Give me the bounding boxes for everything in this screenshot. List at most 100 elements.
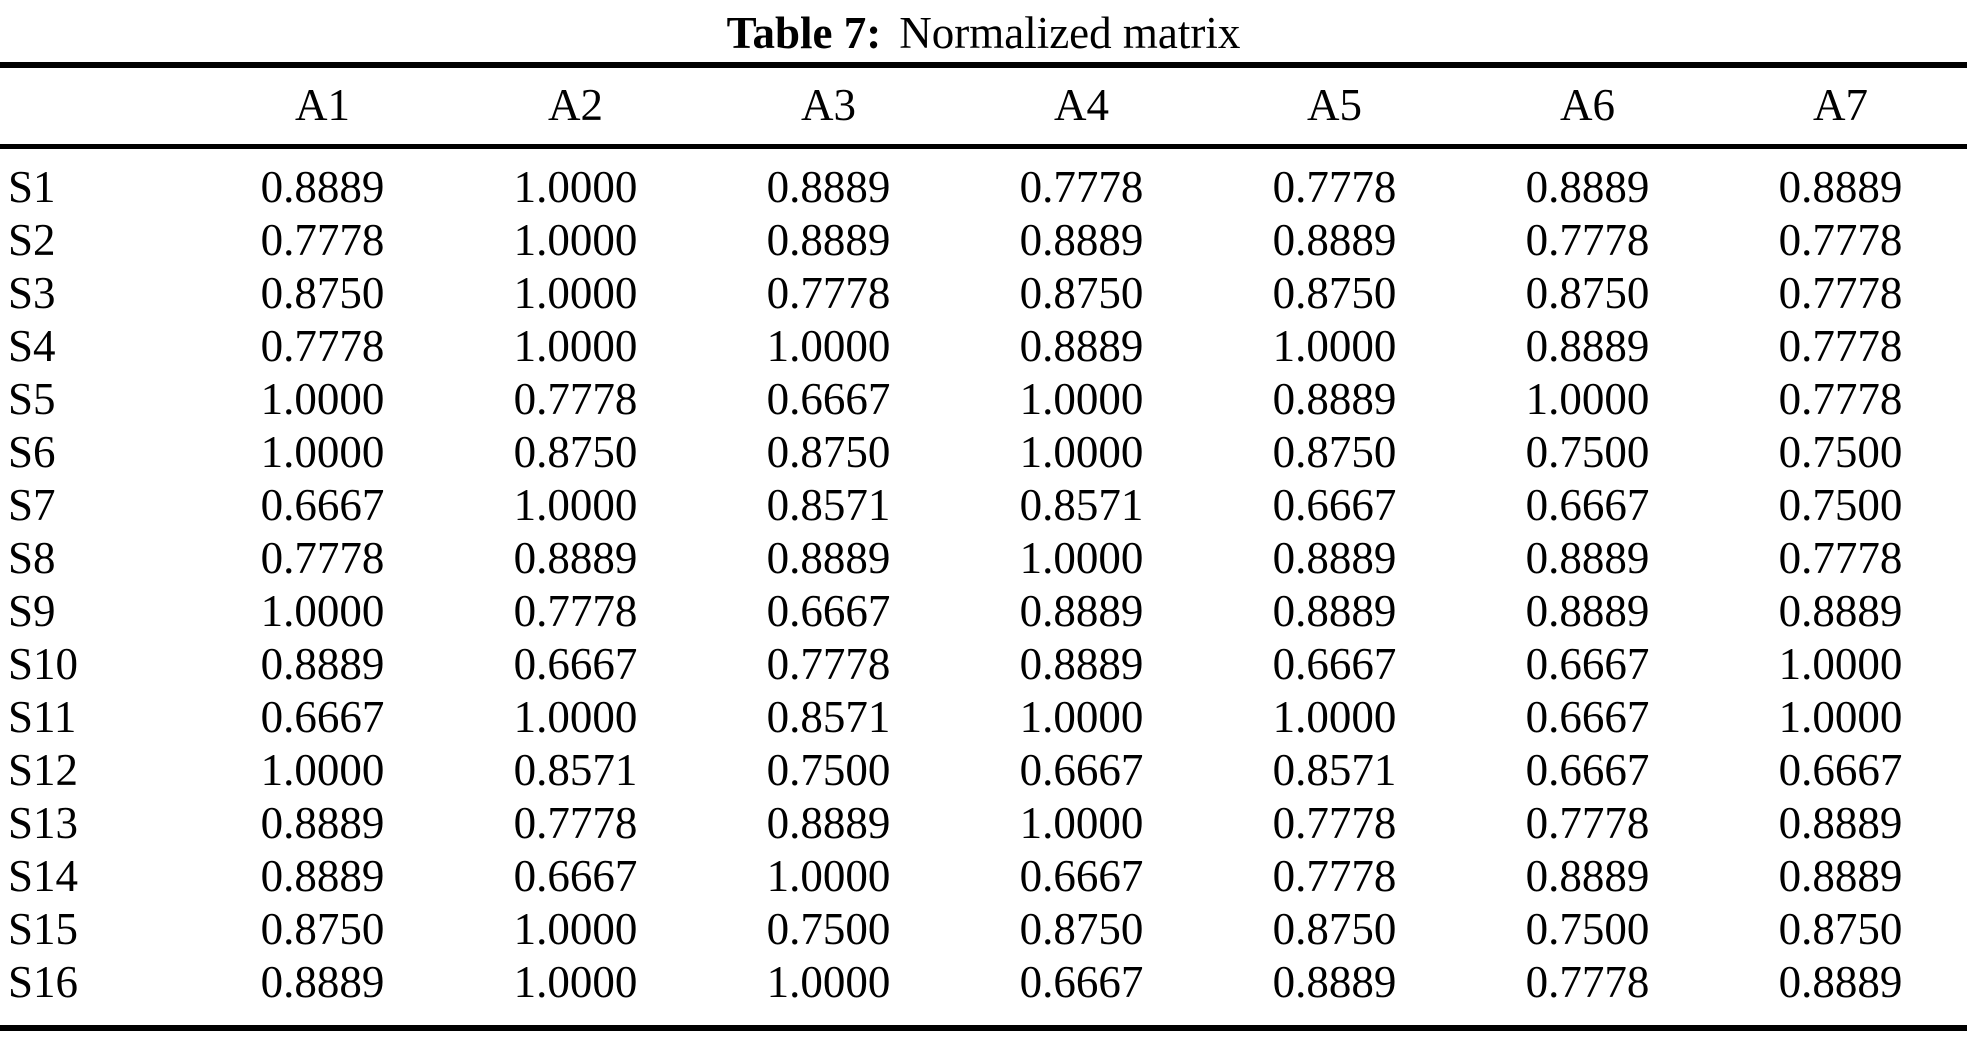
matrix-cell: 0.6667	[1778, 745, 1903, 795]
column-header-a6: A6	[1461, 62, 1714, 149]
matrix-cell: 0.8889	[766, 798, 891, 848]
matrix-cell: 0.8889	[1272, 533, 1397, 583]
matrix-cell: 0.8750	[1525, 268, 1650, 318]
column-header-a2: A2	[449, 62, 702, 149]
row-label: S9	[8, 586, 56, 636]
matrix-cell: 0.6667	[1525, 639, 1650, 689]
matrix-cell: 0.6667	[1272, 639, 1397, 689]
matrix-cell: 0.8889	[260, 851, 385, 901]
table-row: S6 1.0000 0.8750 0.8750 1.0000 0.8750 0.7500 0.…	[0, 426, 1967, 479]
row-label: S7	[8, 480, 56, 530]
matrix-cell: 1.0000	[513, 957, 638, 1007]
matrix-cell: 0.8889	[260, 957, 385, 1007]
matrix-cell: 1.0000	[1778, 692, 1903, 742]
row-label: S11	[8, 692, 77, 742]
matrix-cell: 1.0000	[513, 268, 638, 318]
matrix-cell: 0.8750	[1019, 268, 1144, 318]
table-caption-label: Table 7:	[726, 8, 882, 58]
column-header-a3: A3	[702, 62, 955, 149]
matrix-cell: 0.8889	[1019, 321, 1144, 371]
table-row: S4 0.7778 1.0000 1.0000 0.8889 1.0000 0.8889 0.…	[0, 320, 1967, 373]
matrix-cell: 1.0000	[766, 321, 891, 371]
matrix-cell: 1.0000	[1272, 692, 1397, 742]
matrix-cell: 0.8750	[1778, 904, 1903, 954]
table-row: S11 0.6667 1.0000 0.8571 1.0000 1.0000 0.6667 1…	[0, 691, 1967, 744]
table-header: A1 A2 A3 A4 A5 A6 A7	[0, 62, 1967, 149]
matrix-cell: 0.7778	[1778, 374, 1903, 424]
matrix-cell: 0.8889	[1778, 957, 1903, 1007]
matrix-cell: 0.8889	[1525, 162, 1650, 212]
matrix-cell: 1.0000	[1525, 374, 1650, 424]
matrix-cell: 0.8889	[1778, 162, 1903, 212]
matrix-cell: 0.8889	[1525, 321, 1650, 371]
matrix-cell: 0.7778	[1272, 851, 1397, 901]
matrix-cell: 1.0000	[513, 321, 638, 371]
row-label: S15	[8, 904, 79, 954]
matrix-cell: 0.8889	[1525, 851, 1650, 901]
matrix-cell: 1.0000	[260, 374, 385, 424]
matrix-cell: 0.7778	[1778, 268, 1903, 318]
row-label: S14	[8, 851, 79, 901]
matrix-cell: 0.8750	[1272, 904, 1397, 954]
table-caption-title: Normalized matrix	[899, 8, 1241, 58]
matrix-cell: 0.8889	[1019, 639, 1144, 689]
matrix-cell: 0.6667	[1019, 745, 1144, 795]
matrix-cell: 0.8889	[766, 215, 891, 265]
matrix-cell: 1.0000	[260, 745, 385, 795]
matrix-cell: 1.0000	[1272, 321, 1397, 371]
matrix-cell: 0.8571	[766, 480, 891, 530]
matrix-cell: 0.7778	[1019, 162, 1144, 212]
matrix-cell: 1.0000	[1019, 692, 1144, 742]
matrix-cell: 0.8889	[1272, 215, 1397, 265]
matrix-cell: 0.6667	[513, 851, 638, 901]
matrix-cell: 1.0000	[513, 692, 638, 742]
row-label: S1	[8, 162, 56, 212]
normalized-matrix-table: A1 A2 A3 A4 A5 A6 A7 S1 0.8889 1.0000 0.888…	[0, 62, 1967, 1031]
table-row: S14 0.8889 0.6667 1.0000 0.6667 0.7778 0.8889 0…	[0, 850, 1967, 903]
matrix-cell: 0.6667	[1019, 851, 1144, 901]
matrix-cell: 0.8889	[766, 162, 891, 212]
matrix-cell: 0.8889	[1272, 586, 1397, 636]
matrix-cell: 1.0000	[1778, 639, 1903, 689]
matrix-cell: 0.6667	[766, 586, 891, 636]
table-row: S9 1.0000 0.7778 0.6667 0.8889 0.8889 0.8889 0.…	[0, 585, 1967, 638]
matrix-cell: 0.6667	[513, 639, 638, 689]
table-row: S7 0.6667 1.0000 0.8571 0.8571 0.6667 0.6667 0.…	[0, 479, 1967, 532]
corner-header	[0, 62, 196, 149]
matrix-cell: 0.8571	[1019, 480, 1144, 530]
matrix-cell: 0.8889	[260, 162, 385, 212]
matrix-cell: 0.8889	[1525, 533, 1650, 583]
matrix-cell: 0.7778	[260, 215, 385, 265]
matrix-cell: 0.7778	[1778, 533, 1903, 583]
matrix-cell: 1.0000	[513, 215, 638, 265]
matrix-cell: 0.8889	[260, 798, 385, 848]
table-row: S5 1.0000 0.7778 0.6667 1.0000 0.8889 1.0000 0.…	[0, 373, 1967, 426]
matrix-cell: 0.6667	[260, 480, 385, 530]
table-row: S13 0.8889 0.7778 0.8889 1.0000 0.7778 0.7778 0…	[0, 797, 1967, 850]
table-row: S8 0.7778 0.8889 0.8889 1.0000 0.8889 0.8889 0.…	[0, 532, 1967, 585]
matrix-cell: 0.8889	[1525, 586, 1650, 636]
matrix-cell: 0.7778	[766, 639, 891, 689]
column-header-a7: A7	[1714, 62, 1967, 149]
matrix-cell: 0.6667	[1525, 480, 1650, 530]
matrix-cell: 0.7778	[766, 268, 891, 318]
row-label: S5	[8, 374, 56, 424]
matrix-cell: 0.7500	[1778, 480, 1903, 530]
row-label: S4	[8, 321, 56, 371]
matrix-cell: 0.8889	[260, 639, 385, 689]
column-header-a5: A5	[1208, 62, 1461, 149]
matrix-cell: 0.6667	[1525, 692, 1650, 742]
matrix-cell: 0.8750	[1272, 427, 1397, 477]
row-label: S8	[8, 533, 56, 583]
table-body: S1 0.8889 1.0000 0.8889 0.7778 0.7778 0.8889 0.…	[0, 147, 1967, 1029]
matrix-cell: 0.8889	[1778, 851, 1903, 901]
matrix-cell: 0.7778	[1525, 798, 1650, 848]
matrix-cell: 1.0000	[1019, 427, 1144, 477]
matrix-cell: 0.7778	[513, 374, 638, 424]
matrix-cell: 0.6667	[766, 374, 891, 424]
matrix-cell: 0.8889	[1778, 586, 1903, 636]
table-caption: Table 7: Normalized matrix	[0, 0, 1967, 62]
row-label: S13	[8, 798, 79, 848]
matrix-cell: 0.7778	[260, 321, 385, 371]
matrix-cell: 0.7778	[260, 533, 385, 583]
